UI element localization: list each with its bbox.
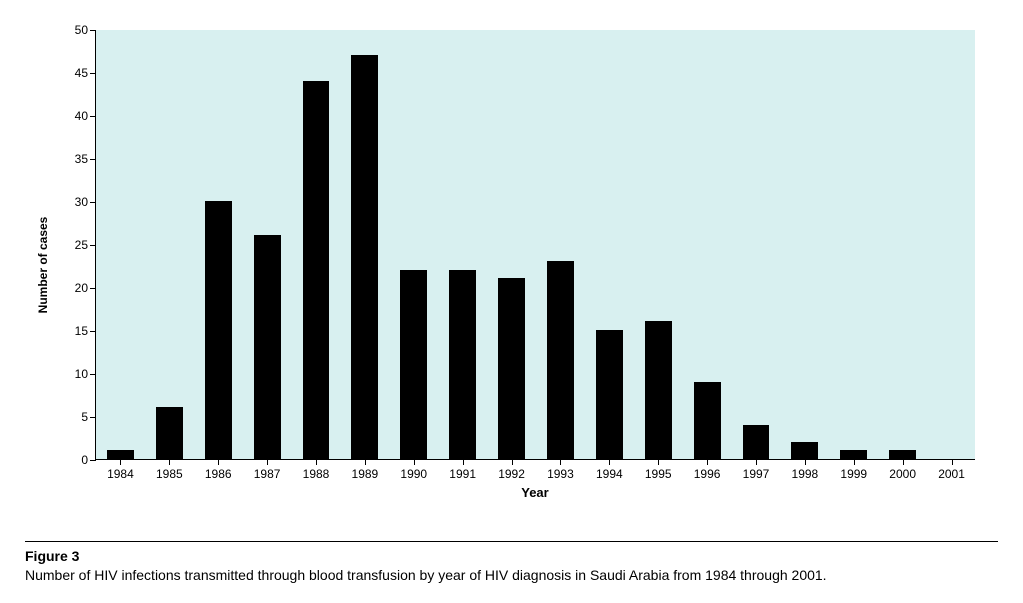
bar [254,235,281,459]
x-tick-label: 1987 [254,459,281,481]
bar [107,450,134,459]
x-tick-label: 1989 [352,459,379,481]
bar [694,382,721,459]
bar [889,450,916,459]
x-tick-label: 1988 [303,459,330,481]
y-tick-label: 50 [75,23,96,37]
x-tick-label: 2000 [889,459,916,481]
bar [156,407,183,459]
bar [840,450,867,459]
plot-area: 0510152025303540455019841985198619871988… [95,30,975,460]
x-tick-label: 1996 [694,459,721,481]
y-tick-label: 5 [81,410,96,424]
bar [791,442,818,459]
x-tick-label: 1999 [840,459,867,481]
y-tick-label: 40 [75,109,96,123]
y-tick-label: 35 [75,152,96,166]
caption-text: Number of HIV infections transmitted thr… [25,566,998,585]
figure-caption: Figure 3 Number of HIV infections transm… [25,541,998,585]
figure-container: Number of cases 051015202530354045501984… [0,0,1023,603]
y-tick-label: 45 [75,66,96,80]
x-tick-label: 1991 [449,459,476,481]
x-tick-label: 1998 [792,459,819,481]
x-tick-label: 1986 [205,459,232,481]
bar [547,261,574,459]
bar [205,201,232,459]
y-axis-title: Number of cases [36,217,50,314]
bar [351,55,378,459]
y-tick-label: 25 [75,238,96,252]
x-tick-label: 1993 [547,459,574,481]
y-tick-label: 10 [75,367,96,381]
bar [498,278,525,459]
x-tick-label: 2001 [938,459,965,481]
x-tick-label: 1992 [498,459,525,481]
bar [303,81,330,459]
caption-title: Figure 3 [25,548,998,564]
bar [400,270,427,459]
x-tick-label: 1994 [596,459,623,481]
y-tick-label: 0 [81,453,96,467]
chart-box: Number of cases 051015202530354045501984… [35,20,995,510]
x-tick-label: 1995 [645,459,672,481]
bar [743,425,770,459]
x-axis-title: Year [95,485,975,500]
bar [645,321,672,459]
x-tick-label: 1997 [743,459,770,481]
y-tick-label: 20 [75,281,96,295]
y-tick-label: 15 [75,324,96,338]
bar [596,330,623,459]
y-tick-label: 30 [75,195,96,209]
x-tick-label: 1984 [107,459,134,481]
x-tick-label: 1985 [156,459,183,481]
bar [449,270,476,459]
x-tick-label: 1990 [400,459,427,481]
